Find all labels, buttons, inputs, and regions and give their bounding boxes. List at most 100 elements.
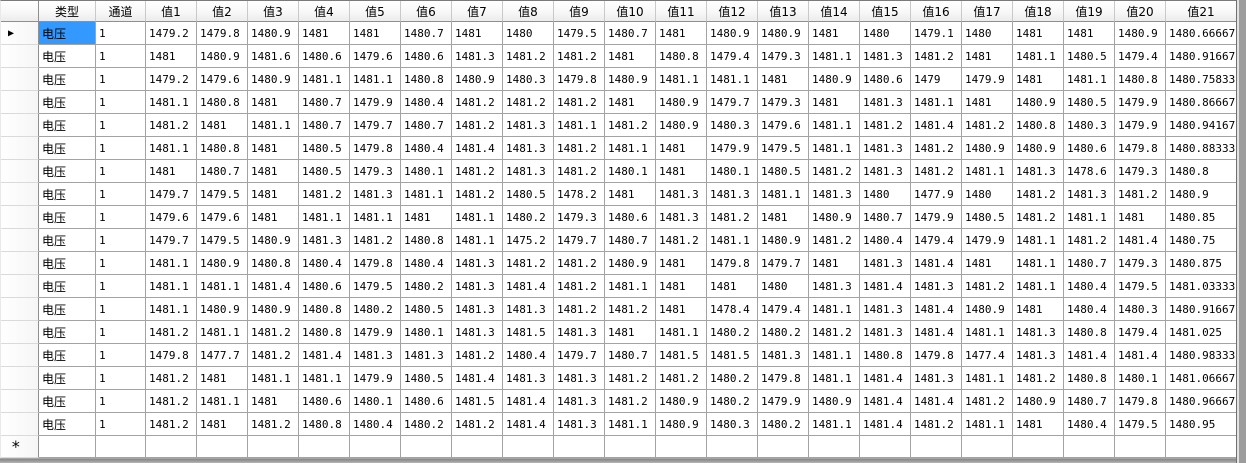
- cell-value[interactable]: 1480.75: [1166, 229, 1236, 252]
- cell-value[interactable]: 1481.1: [452, 229, 503, 252]
- cell-value[interactable]: 1477.7: [197, 344, 248, 367]
- cell-value[interactable]: 1481.1: [758, 183, 809, 206]
- cell-value[interactable]: 1480.7: [401, 114, 452, 137]
- cell-value[interactable]: 1481.4: [452, 367, 503, 390]
- cell-type[interactable]: 电压: [39, 137, 96, 160]
- cell-channel[interactable]: 1: [96, 68, 146, 91]
- cell-value[interactable]: 1480.8: [401, 229, 452, 252]
- cell-value[interactable]: 1481.3: [860, 160, 911, 183]
- cell-value[interactable]: 1480.9: [605, 252, 656, 275]
- cell-value[interactable]: 1481.4: [1115, 344, 1166, 367]
- cell-value[interactable]: 1481.2: [503, 91, 554, 114]
- cell-empty[interactable]: [452, 436, 503, 458]
- cell-value[interactable]: 1479.3: [758, 45, 809, 68]
- cell-value[interactable]: 1481: [350, 22, 401, 45]
- column-header-value9[interactable]: 值9: [554, 1, 605, 22]
- cell-value[interactable]: 1479.5: [758, 137, 809, 160]
- cell-value[interactable]: 1481.2: [911, 45, 962, 68]
- cell-value[interactable]: 1481: [809, 91, 860, 114]
- cell-value[interactable]: 1481.3: [656, 206, 707, 229]
- cell-value[interactable]: 1480.85: [1166, 206, 1236, 229]
- cell-value[interactable]: 1480.4: [299, 252, 350, 275]
- cell-value[interactable]: 1480.4: [401, 91, 452, 114]
- cell-value[interactable]: 1481.3: [860, 252, 911, 275]
- cell-value[interactable]: 1480.7: [605, 229, 656, 252]
- cell-value[interactable]: 1479.2: [146, 22, 197, 45]
- cell-value[interactable]: 1481.3: [401, 344, 452, 367]
- cell-value[interactable]: 1481.1: [146, 252, 197, 275]
- cell-value[interactable]: 1479.8: [197, 22, 248, 45]
- cell-value[interactable]: 1480.7: [605, 344, 656, 367]
- cell-value[interactable]: 1481.1: [197, 275, 248, 298]
- cell-value[interactable]: 1481.3: [503, 137, 554, 160]
- cell-value[interactable]: 1481.1: [299, 206, 350, 229]
- cell-channel[interactable]: 1: [96, 160, 146, 183]
- cell-value[interactable]: 1479.8: [350, 137, 401, 160]
- cell-value[interactable]: 1481.1: [146, 298, 197, 321]
- cell-empty[interactable]: [197, 436, 248, 458]
- cell-value[interactable]: 1480.9: [197, 298, 248, 321]
- cell-channel[interactable]: 1: [96, 413, 146, 436]
- cell-value[interactable]: 1480.9: [707, 22, 758, 45]
- cell-value[interactable]: 1481.1: [1013, 45, 1064, 68]
- cell-value[interactable]: 1480.8: [401, 68, 452, 91]
- cell-value[interactable]: 1480.75833: [1166, 68, 1236, 91]
- cell-value[interactable]: 1480.8: [248, 252, 299, 275]
- cell-channel[interactable]: 1: [96, 137, 146, 160]
- cell-value[interactable]: 1480.5: [758, 160, 809, 183]
- cell-value[interactable]: 1481.2: [554, 298, 605, 321]
- cell-value[interactable]: 1481: [809, 22, 860, 45]
- cell-value[interactable]: 1481.4: [860, 390, 911, 413]
- cell-value[interactable]: 1480.9: [656, 390, 707, 413]
- cell-value[interactable]: 1481: [248, 137, 299, 160]
- cell-value[interactable]: 1480.9: [962, 137, 1013, 160]
- cell-value[interactable]: 1480.4: [350, 413, 401, 436]
- cell-value[interactable]: 1481.3: [452, 321, 503, 344]
- cell-value[interactable]: 1480.91667: [1166, 45, 1236, 68]
- cell-value[interactable]: 1481.3: [707, 183, 758, 206]
- cell-value[interactable]: 1479.9: [350, 321, 401, 344]
- cell-value[interactable]: 1481.2: [554, 91, 605, 114]
- row-header[interactable]: [1, 91, 39, 114]
- cell-value[interactable]: 1480.9: [1166, 183, 1236, 206]
- cell-type[interactable]: 电压: [39, 275, 96, 298]
- cell-value[interactable]: 1481: [197, 367, 248, 390]
- cell-type[interactable]: 电压: [39, 321, 96, 344]
- cell-value[interactable]: 1479.4: [1115, 45, 1166, 68]
- cell-value[interactable]: 1479.9: [962, 68, 1013, 91]
- cell-value[interactable]: 1480.3: [503, 68, 554, 91]
- cell-value[interactable]: 1479.7: [554, 344, 605, 367]
- cell-value[interactable]: 1480.95: [1166, 413, 1236, 436]
- cell-type[interactable]: 电压: [39, 298, 96, 321]
- column-header-value5[interactable]: 值5: [350, 1, 401, 22]
- cell-value[interactable]: 1481.1: [809, 413, 860, 436]
- cell-value[interactable]: 1480.94167: [1166, 114, 1236, 137]
- cell-value[interactable]: 1481.1: [350, 68, 401, 91]
- cell-value[interactable]: 1481.1: [1064, 206, 1115, 229]
- cell-value[interactable]: 1480.5: [299, 137, 350, 160]
- cell-value[interactable]: 1481.2: [452, 160, 503, 183]
- cell-value[interactable]: 1480.2: [401, 413, 452, 436]
- cell-value[interactable]: 1481: [452, 22, 503, 45]
- cell-channel[interactable]: 1: [96, 114, 146, 137]
- row-header[interactable]: [1, 206, 39, 229]
- cell-value[interactable]: 1481.1: [452, 206, 503, 229]
- cell-value[interactable]: 1481.1: [248, 367, 299, 390]
- cell-value[interactable]: 1480.3: [707, 413, 758, 436]
- row-header[interactable]: [1, 321, 39, 344]
- cell-value[interactable]: 1477.9: [911, 183, 962, 206]
- cell-value[interactable]: 1481.2: [146, 367, 197, 390]
- cell-value[interactable]: 1481.4: [911, 298, 962, 321]
- cell-value[interactable]: 1480.7: [197, 160, 248, 183]
- cell-value[interactable]: 1481.2: [452, 91, 503, 114]
- cell-value[interactable]: 1481.2: [1013, 367, 1064, 390]
- cell-value[interactable]: 1480.91667: [1166, 298, 1236, 321]
- cell-value[interactable]: 1480.7: [860, 206, 911, 229]
- cell-value[interactable]: 1481.2: [1115, 183, 1166, 206]
- cell-value[interactable]: 1480.7: [1064, 252, 1115, 275]
- cell-value[interactable]: 1481.2: [503, 45, 554, 68]
- cell-empty[interactable]: [146, 436, 197, 458]
- cell-value[interactable]: 1481: [656, 22, 707, 45]
- cell-value[interactable]: 1480.2: [707, 321, 758, 344]
- cell-value[interactable]: 1481.2: [554, 137, 605, 160]
